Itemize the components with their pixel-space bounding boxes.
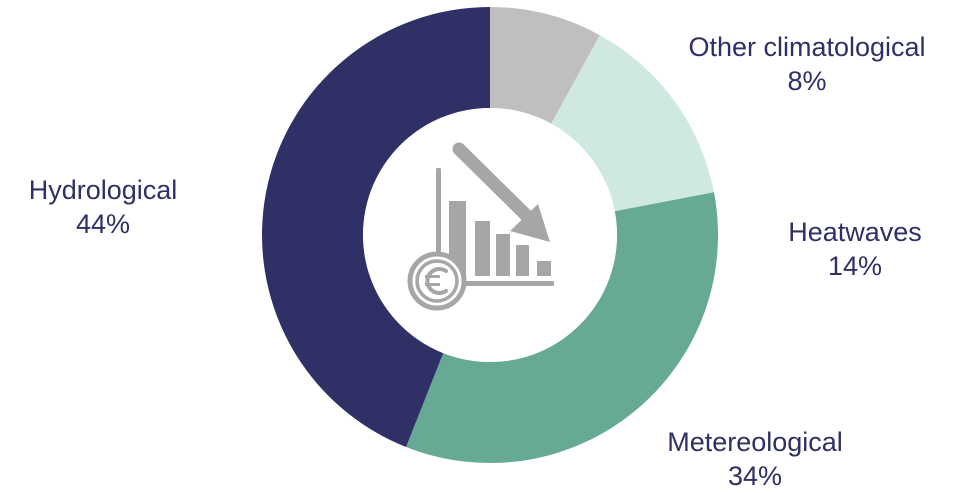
slice-name: Other climatological — [688, 32, 926, 62]
slice-label-metereological: Metereological 34% — [650, 425, 860, 493]
slice-percent: 34% — [727, 461, 783, 491]
slice-percent: 44% — [75, 209, 131, 239]
slice-hydrological — [261, 7, 490, 447]
slice-name: Metereological — [667, 427, 843, 457]
slice-label-heatwaves: Heatwaves 14% — [770, 215, 940, 283]
slice-label-other-climatological: Other climatological 8% — [676, 30, 938, 98]
donut-slices — [261, 7, 719, 464]
slice-label-hydrological: Hydrological 44% — [8, 173, 198, 241]
euro-declining-bar-chart-icon — [407, 142, 554, 311]
slice-name: Heatwaves — [788, 217, 922, 247]
slice-name: Hydrological — [28, 175, 178, 205]
slice-percent: 8% — [787, 66, 827, 96]
slice-metereological — [406, 192, 719, 464]
slice-percent: 14% — [827, 251, 883, 281]
slice-other-climatological — [490, 7, 600, 124]
slice-heatwaves — [551, 35, 714, 212]
